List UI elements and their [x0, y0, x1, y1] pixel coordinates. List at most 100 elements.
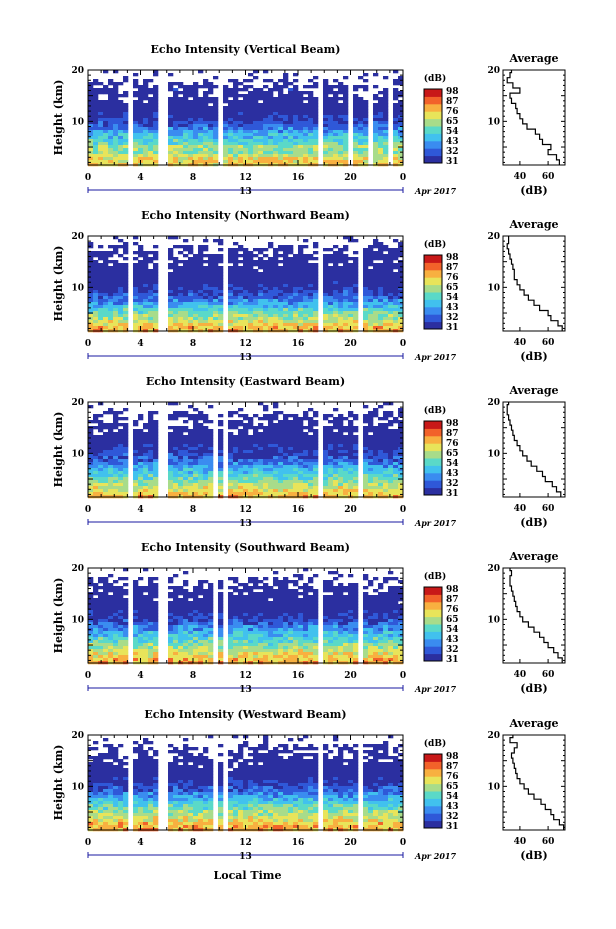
- heatmap-cell: [113, 293, 119, 297]
- heatmap-cell: [88, 257, 94, 261]
- heatmap-cell: [243, 290, 249, 294]
- heatmap-cell: [383, 88, 389, 92]
- x-tick-label: 0: [85, 505, 91, 515]
- heatmap-cell: [248, 145, 254, 149]
- heatmap-cell: [118, 299, 124, 303]
- colorbar-band: [424, 421, 442, 429]
- heatmap-cell: [233, 97, 239, 101]
- heatmap-cell: [278, 94, 284, 98]
- heatmap-cell: [193, 486, 199, 490]
- heatmap-cell: [93, 483, 99, 487]
- heatmap: [88, 402, 404, 499]
- heatmap-cell: [303, 118, 309, 122]
- heatmap-cell: [178, 296, 184, 300]
- heatmap-cell: [188, 133, 194, 137]
- heatmap-cell: [203, 420, 209, 424]
- heatmap-cell: [278, 124, 284, 128]
- heatmap-cell: [208, 308, 214, 312]
- heatmap-cell: [268, 94, 274, 98]
- heatmap-cell: [303, 133, 309, 137]
- heatmap-cell: [208, 100, 214, 104]
- heatmap-cell: [328, 444, 334, 448]
- heatmap-cell: [348, 471, 354, 475]
- heatmap-cell: [198, 314, 204, 318]
- heatmap-cell: [283, 130, 289, 134]
- heatmap-cell: [228, 127, 234, 131]
- heatmap-cell: [313, 290, 319, 294]
- heatmap-cell: [218, 326, 224, 330]
- heatmap-cell: [283, 109, 289, 113]
- heatmap-cell: [348, 453, 354, 457]
- heatmap-cell: [288, 251, 294, 255]
- heatmap-cell: [238, 281, 244, 285]
- heatmap-cell: [268, 127, 274, 131]
- heatmap-cell: [348, 486, 354, 490]
- heatmap-cell: [223, 88, 229, 92]
- heatmap-cell: [108, 477, 114, 481]
- heatmap-cell: [288, 438, 294, 442]
- heatmap-cell: [278, 453, 284, 457]
- heatmap-cell: [338, 486, 344, 490]
- avg-x-tick-label: 40: [514, 172, 527, 182]
- heatmap-cell: [243, 278, 249, 282]
- heatmap-cell: [193, 320, 199, 324]
- heatmap-cell: [263, 130, 269, 134]
- heatmap-cell: [373, 456, 379, 460]
- heatmap-cell: [378, 275, 384, 279]
- heatmap-cell: [203, 112, 209, 116]
- heatmap-cell: [203, 432, 209, 436]
- heatmap-cell: [103, 142, 109, 146]
- heatmap-cell: [278, 79, 284, 83]
- heatmap-cell: [138, 106, 144, 110]
- heatmap-cell: [338, 97, 344, 101]
- heatmap-cell: [323, 115, 329, 119]
- heatmap-cell: [243, 414, 249, 418]
- heatmap-cell: [208, 483, 214, 487]
- heatmap-cell: [168, 492, 174, 496]
- heatmap-cell: [193, 284, 199, 288]
- heatmap-cell: [348, 299, 354, 303]
- heatmap-cell: [198, 115, 204, 119]
- heatmap-cell: [383, 317, 389, 321]
- heatmap-cell: [253, 154, 259, 158]
- heatmap-cell: [148, 314, 154, 318]
- heatmap-cell: [308, 477, 314, 481]
- heatmap-cell: [198, 489, 204, 493]
- heatmap-cell: [353, 311, 359, 315]
- heatmap-cell: [108, 109, 114, 113]
- heatmap-cell: [98, 91, 104, 95]
- heatmap-cell: [383, 248, 389, 252]
- heatmap-cell: [183, 447, 189, 451]
- heatmap-cell: [393, 70, 399, 74]
- heatmap-cell: [283, 453, 289, 457]
- heatmap-cell: [258, 302, 264, 306]
- heatmap-cell: [253, 254, 259, 258]
- heatmap-cell: [393, 109, 399, 113]
- heatmap-cell: [138, 151, 144, 155]
- heatmap-cell: [243, 293, 249, 297]
- heatmap-cell: [353, 444, 359, 448]
- heatmap-cell: [343, 118, 349, 122]
- heatmap-cell: [213, 85, 219, 89]
- heatmap-cell: [243, 323, 249, 327]
- heatmap-cell: [173, 88, 179, 92]
- heatmap-cell: [208, 263, 214, 267]
- heatmap-cell: [123, 242, 129, 246]
- heatmap-cell: [188, 432, 194, 436]
- heatmap-cell: [188, 299, 194, 303]
- x-tick-label: 20: [344, 505, 357, 515]
- heatmap-cell: [238, 441, 244, 445]
- heatmap-cell: [123, 408, 129, 412]
- heatmap-cell: [393, 263, 399, 267]
- heatmap-cell: [398, 450, 404, 454]
- heatmap-cell: [328, 154, 334, 158]
- heatmap-cell: [108, 124, 114, 128]
- heatmap-cell: [223, 97, 229, 101]
- heatmap-cell: [188, 130, 194, 134]
- heatmap-cell: [183, 290, 189, 294]
- heatmap-cell: [88, 272, 94, 276]
- heatmap-cell: [238, 275, 244, 279]
- heatmap-cell: [118, 103, 124, 107]
- heatmap-cell: [188, 88, 194, 92]
- heatmap-cell: [328, 486, 334, 490]
